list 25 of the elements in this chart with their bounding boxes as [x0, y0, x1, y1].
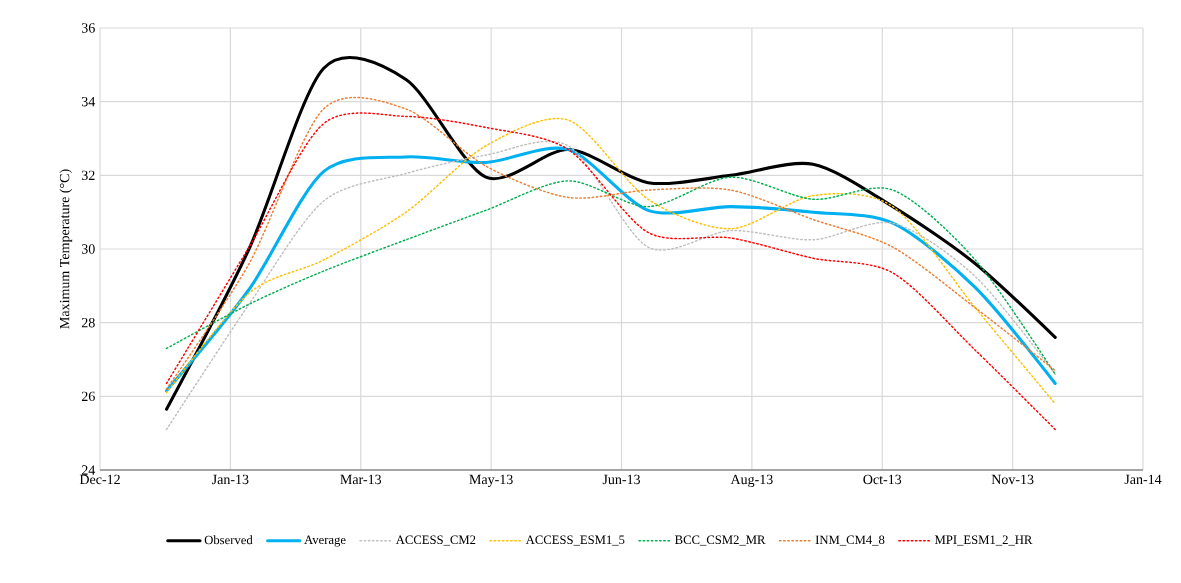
line-series — [165, 176, 1056, 375]
legend-label: ACCESS_ESM1_5 — [525, 535, 625, 546]
x-tick-label: Mar-13 — [340, 474, 382, 485]
y-axis-title: Maximum Temperature (°C) — [59, 169, 73, 329]
legend-label: BCC_CSM2_MR — [675, 535, 766, 546]
legend-label: MPI_ESM1_2_HR — [934, 535, 1033, 546]
legend-label: Average — [304, 535, 346, 547]
y-tick-label: 34 — [81, 96, 96, 107]
x-tick-label: Dec-12 — [79, 474, 120, 485]
x-tick-label: Jan-14 — [1124, 474, 1162, 485]
legend-label: ACCESS_CM2 — [395, 535, 476, 546]
x-tick-label: Nov-13 — [991, 474, 1034, 485]
x-tick-label: Jun-13 — [602, 474, 640, 485]
x-tick-label: Oct-13 — [863, 474, 902, 485]
y-tick-label: 26 — [81, 391, 95, 402]
x-tick-label: Jan-13 — [212, 474, 249, 485]
legend-label: Observed — [204, 535, 253, 545]
x-tick-label: Aug-13 — [730, 474, 773, 487]
y-tick-label: 28 — [81, 317, 95, 328]
y-tick-label: 30 — [81, 244, 95, 254]
y-tick-label: 24 — [81, 465, 96, 475]
legend-label: INM_CM4_8 — [815, 535, 885, 546]
y-tick-label: 36 — [81, 23, 95, 33]
y-tick-label: 32 — [81, 170, 95, 181]
x-tick-label: May-13 — [469, 474, 513, 487]
